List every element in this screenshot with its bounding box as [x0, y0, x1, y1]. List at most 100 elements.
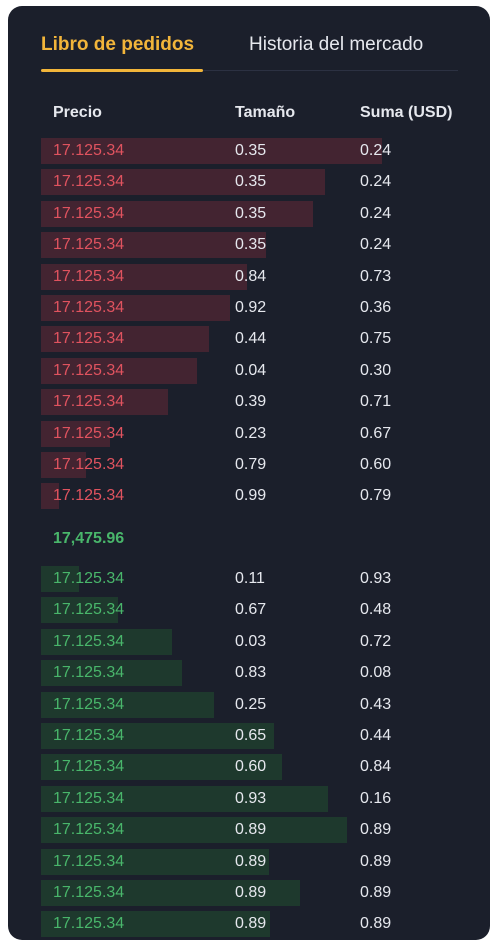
ask-row[interactable]: 17.125.34 0.35 0.24: [8, 169, 490, 196]
order-book-panel: Libro de pedidos Historia del mercado Pr…: [8, 6, 490, 940]
bid-row[interactable]: 17.125.34 0.89 0.89: [8, 817, 490, 844]
bid-sum-cell: 0.43: [360, 695, 392, 713]
ask-depth-bar: [41, 200, 313, 227]
ask-depth-bar: [41, 295, 230, 321]
bid-price-cell: 17.125.34: [53, 915, 125, 933]
ask-sum-cell: 0.60: [360, 456, 392, 473]
ask-price-cell: 17.125.34: [53, 204, 125, 222]
bid-price-cell: 17.125.34: [53, 758, 125, 776]
ask-depth-bar: [41, 326, 209, 353]
ask-sum-cell: 0.24: [360, 236, 392, 254]
bid-price-cell: 17.125.34: [53, 664, 125, 682]
ask-sum-cell: 0.75: [360, 330, 392, 348]
bid-size-cell: 0.93: [235, 789, 267, 807]
ask-price-cell: 17.125.34: [53, 299, 125, 316]
ask-depth-bar: [41, 420, 110, 447]
ask-row[interactable]: 17.125.34 0.23 0.67: [8, 420, 490, 447]
bid-row[interactable]: 17.125.34 0.89 0.89: [8, 848, 490, 875]
bid-row[interactable]: 17.125.34 0.67 0.48: [8, 597, 490, 624]
header-size: Tamaño: [235, 104, 296, 121]
bid-row[interactable]: 17.125.34 0.11 0.93: [8, 566, 490, 592]
bid-depth-bar: [41, 754, 282, 781]
ask-depth-bar: [41, 263, 247, 290]
ask-price-cell: 17.125.34: [53, 361, 125, 379]
ask-row[interactable]: 17.125.34 0.84 0.73: [8, 263, 490, 290]
ask-row[interactable]: 17.125.34 0.35 0.24: [8, 232, 490, 259]
bid-row[interactable]: 17.125.34 0.25 0.43: [8, 691, 490, 718]
ask-price-cell: 17.125.34: [53, 330, 125, 348]
bid-size-cell: 0.89: [235, 915, 267, 933]
ask-sum-cell: 0.24: [360, 173, 392, 191]
bid-size-cell: 0.89: [235, 821, 267, 839]
ask-sum-cell: 0.79: [360, 487, 392, 505]
ask-size-cell: 0.79: [235, 456, 267, 473]
ask-depth-bar: [41, 452, 86, 478]
bid-row[interactable]: 17.125.34 0.89 0.89: [8, 911, 490, 938]
bid-price-cell: 17.125.34: [53, 852, 125, 870]
bid-size-cell: 0.89: [235, 884, 267, 901]
ask-size-cell: 0.35: [235, 142, 267, 159]
bid-size-cell: 0.67: [235, 601, 267, 619]
ask-price-cell: 17.125.34: [53, 267, 125, 285]
ask-sum-cell: 0.30: [360, 361, 392, 379]
ask-size-cell: 0.23: [235, 424, 267, 442]
ask-row[interactable]: 17.125.34 0.04 0.30: [8, 357, 490, 384]
ask-price-cell: 17.125.34: [53, 487, 125, 505]
bid-row[interactable]: 17.125.34 0.89 0.89: [8, 880, 490, 906]
bid-size-cell: 0.60: [235, 758, 267, 776]
bid-price-cell: 17.125.34: [53, 570, 125, 587]
ask-size-cell: 0.04: [235, 361, 267, 379]
bid-depth-bar: [41, 691, 214, 718]
bid-sum-cell: 0.93: [360, 570, 392, 587]
bid-price-cell: 17.125.34: [53, 727, 125, 744]
ask-size-cell: 0.44: [235, 330, 267, 348]
ask-sum-cell: 0.71: [360, 393, 392, 411]
ask-size-cell: 0.99: [235, 487, 267, 505]
bid-depth-bar: [41, 628, 172, 655]
bid-sum-cell: 0.08: [360, 664, 392, 682]
bid-row[interactable]: 17.125.34 0.83 0.08: [8, 660, 490, 687]
ask-row[interactable]: 17.125.34 0.35 0.24: [8, 200, 490, 227]
ask-price-cell: 17.125.34: [53, 142, 125, 159]
ask-price-cell: 17.125.34: [53, 393, 125, 411]
ask-row[interactable]: 17.125.34 0.35 0.24: [8, 138, 490, 164]
bid-depth-bar: [41, 880, 300, 906]
bid-row[interactable]: 17.125.34 0.93 0.16: [8, 785, 490, 812]
ask-row[interactable]: 17.125.34 0.79 0.60: [8, 452, 490, 478]
ask-price-cell: 17.125.34: [53, 456, 125, 473]
tab-bar: Libro de pedidos Historia del mercado: [8, 6, 490, 78]
active-tab-indicator: [41, 69, 203, 72]
ask-depth-bar: [41, 232, 266, 259]
ask-price-cell: 17.125.34: [53, 236, 125, 254]
bid-depth-bar: [41, 597, 118, 624]
ask-row[interactable]: 17.125.34 0.92 0.36: [8, 295, 490, 321]
header-price: Precio: [53, 104, 102, 121]
ask-size-cell: 0.35: [235, 236, 267, 254]
bid-price-cell: 17.125.34: [53, 884, 125, 901]
tab-divider: [203, 70, 458, 71]
bid-price-cell: 17.125.34: [53, 821, 125, 839]
bid-depth-bar: [41, 785, 328, 812]
bid-row[interactable]: 17.125.34 0.65 0.44: [8, 723, 490, 749]
bid-sum-cell: 0.89: [360, 915, 392, 933]
mid-price: 17,475.96: [53, 530, 125, 547]
bid-sum-cell: 0.16: [360, 789, 392, 807]
ask-sum-cell: 0.36: [360, 299, 392, 316]
bid-depth-bar: [41, 848, 269, 875]
ask-row[interactable]: 17.125.34 0.99 0.79: [8, 483, 490, 510]
bid-depth-bar: [41, 723, 274, 749]
ask-row[interactable]: 17.125.34 0.39 0.71: [8, 389, 490, 416]
tab-order-book[interactable]: Libro de pedidos: [41, 34, 195, 55]
bid-sum-cell: 0.84: [360, 758, 392, 776]
bid-price-cell: 17.125.34: [53, 632, 125, 650]
bid-sum-cell: 0.48: [360, 601, 392, 619]
ask-price-cell: 17.125.34: [53, 424, 125, 442]
bid-row[interactable]: 17.125.34 0.60 0.84: [8, 754, 490, 781]
ask-sum-cell: 0.73: [360, 267, 392, 285]
tab-market-history[interactable]: Historia del mercado: [249, 34, 424, 55]
ask-row[interactable]: 17.125.34 0.44 0.75: [8, 326, 490, 353]
bid-size-cell: 0.89: [235, 852, 267, 870]
bid-depth-bar: [41, 660, 182, 687]
bid-row[interactable]: 17.125.34 0.03 0.72: [8, 628, 490, 655]
bid-size-cell: 0.03: [235, 632, 267, 650]
